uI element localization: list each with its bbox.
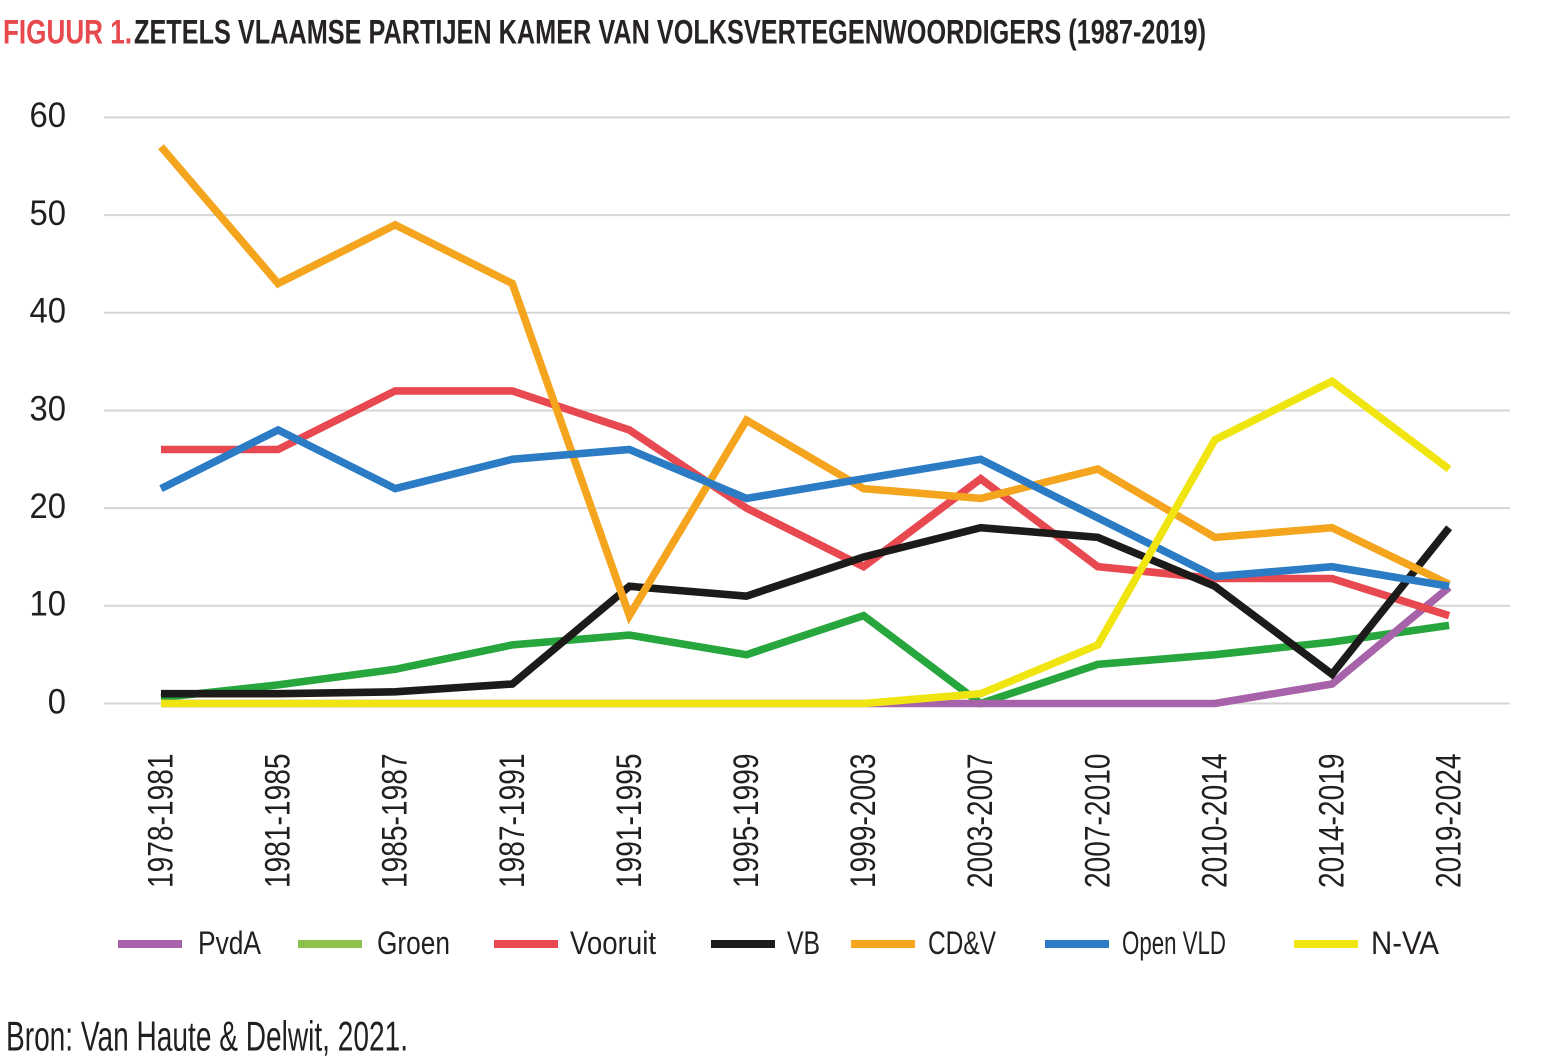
- svg-text:2019-2024: 2019-2024: [1430, 754, 1469, 889]
- svg-text:N-VA: N-VA: [1371, 925, 1440, 961]
- svg-text:2014-2019: 2014-2019: [1313, 754, 1352, 889]
- svg-text:1978-1981: 1978-1981: [142, 754, 181, 889]
- svg-text:60: 60: [30, 96, 67, 135]
- svg-text:1981-1985: 1981-1985: [259, 754, 298, 889]
- svg-text:Open VLD: Open VLD: [1122, 925, 1226, 961]
- svg-text:50: 50: [30, 194, 67, 233]
- svg-text:2003-2007: 2003-2007: [961, 754, 1000, 889]
- svg-text:Bron: Van Haute & Delwit, 2021: Bron: Van Haute & Delwit, 2021.: [6, 1013, 408, 1060]
- svg-text:40: 40: [30, 292, 67, 331]
- svg-text:CD&V: CD&V: [928, 925, 997, 961]
- svg-text:1987-1991: 1987-1991: [493, 754, 532, 889]
- svg-text:1999-2003: 1999-2003: [844, 754, 883, 889]
- svg-text:1995-1999: 1995-1999: [727, 754, 766, 889]
- svg-text:FIGUUR 1.: FIGUUR 1.: [3, 14, 132, 52]
- svg-text:PvdA: PvdA: [198, 925, 262, 961]
- svg-text:2010-2014: 2010-2014: [1195, 754, 1234, 889]
- svg-text:20: 20: [30, 487, 67, 526]
- svg-text:Groen: Groen: [377, 925, 450, 961]
- svg-text:0: 0: [48, 682, 66, 721]
- svg-text:1985-1987: 1985-1987: [376, 754, 415, 889]
- svg-text:ZETELS VLAAMSE PARTIJEN KAMER: ZETELS VLAAMSE PARTIJEN KAMER VAN VOLKSV…: [134, 14, 1206, 52]
- svg-text:1991-1995: 1991-1995: [610, 754, 649, 889]
- svg-text:Vooruit: Vooruit: [570, 925, 656, 961]
- svg-text:VB: VB: [787, 925, 820, 961]
- svg-text:10: 10: [30, 585, 67, 624]
- svg-text:2007-2010: 2007-2010: [1078, 754, 1117, 889]
- svg-text:30: 30: [30, 389, 67, 428]
